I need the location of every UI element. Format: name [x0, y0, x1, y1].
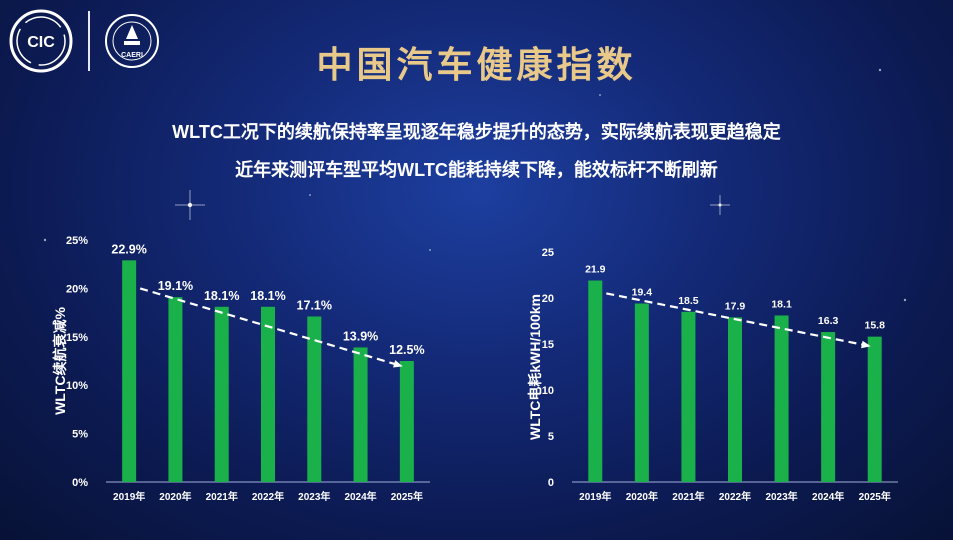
caeri-logo: CAERI [105, 14, 159, 68]
bar [821, 332, 836, 482]
data-label: 13.9% [343, 329, 378, 343]
data-label: 16.3 [818, 315, 839, 327]
y-tick-label: 25 [542, 247, 554, 259]
data-label: 17.9 [725, 300, 746, 312]
y-tick-label: 0% [72, 477, 88, 489]
bar [399, 361, 414, 482]
bar [681, 311, 696, 482]
bar [634, 303, 649, 482]
header-logos: CIC CAERI [8, 8, 160, 74]
x-tick-label: 2021年 [672, 490, 704, 503]
x-tick-label: 2024年 [344, 490, 376, 503]
y-axis-label: WLTC续航衰减% [52, 307, 68, 415]
y-tick-label: 15% [66, 332, 88, 344]
x-tick-label: 2021年 [206, 490, 238, 503]
y-tick-label: 10% [66, 380, 88, 392]
logo-divider [88, 11, 90, 71]
data-label: 18.1% [250, 289, 285, 303]
y-tick-label: 5% [72, 429, 88, 441]
bar [728, 317, 742, 482]
data-label: 18.5 [678, 295, 699, 307]
page-title: 中国汽车健康指数 [316, 44, 637, 85]
svg-text:CIC: CIC [27, 34, 55, 51]
bar [261, 306, 275, 482]
data-label: 17.1% [297, 298, 332, 312]
x-tick-label: 2023年 [765, 490, 797, 503]
y-tick-label: 20 [542, 293, 554, 305]
y-tick-label: 10 [542, 385, 554, 397]
data-label: 22.9% [111, 242, 146, 256]
data-label: 19.4 [632, 287, 653, 299]
data-label: 21.9 [585, 264, 606, 276]
y-axis-label: WLTC电耗kWH/100km [527, 294, 543, 440]
x-tick-label: 2019年 [579, 490, 611, 503]
data-label: 18.1 [771, 298, 792, 310]
data-label: 12.5% [389, 343, 424, 357]
x-tick-label: 2019年 [113, 490, 145, 503]
x-tick-label: 2022年 [252, 490, 284, 503]
data-label: 18.1% [204, 289, 239, 303]
x-tick-label: 2022年 [719, 490, 751, 503]
x-tick-label: 2023年 [298, 490, 330, 503]
trend-line [606, 292, 869, 347]
trend-arrowhead [861, 340, 871, 349]
x-tick-label: 2024年 [812, 490, 844, 503]
x-tick-label: 2020年 [159, 490, 191, 503]
y-tick-label: 0 [548, 477, 554, 489]
svg-text:CAERI: CAERI [121, 52, 143, 59]
bar [867, 336, 882, 482]
bar [588, 280, 603, 482]
cic-logo: CIC [9, 9, 73, 73]
subtitle-energy: 近年来测评车型平均WLTC能耗持续下降，能效标杆不断刷新 [235, 160, 718, 180]
bar [214, 306, 229, 482]
y-tick-label: 15 [542, 339, 554, 351]
trend-arrowhead [393, 360, 403, 368]
y-tick-label: 5 [548, 431, 554, 443]
bar [353, 347, 368, 482]
y-tick-label: 25% [66, 235, 88, 247]
bar [307, 316, 322, 482]
y-tick-label: 20% [66, 283, 88, 295]
x-tick-label: 2025年 [391, 490, 423, 503]
data-label: 19.1% [158, 279, 193, 293]
x-tick-label: 2025年 [859, 490, 891, 503]
subtitle-range: WLTC工况下的续航保持率呈现逐年稳步提升的态势，实际续航表现更趋稳定 [172, 122, 781, 142]
bar [122, 260, 137, 482]
trend-line [139, 287, 402, 367]
x-tick-label: 2020年 [626, 490, 658, 503]
bar [774, 315, 789, 482]
bar [168, 297, 183, 482]
data-label: 15.8 [864, 320, 885, 332]
